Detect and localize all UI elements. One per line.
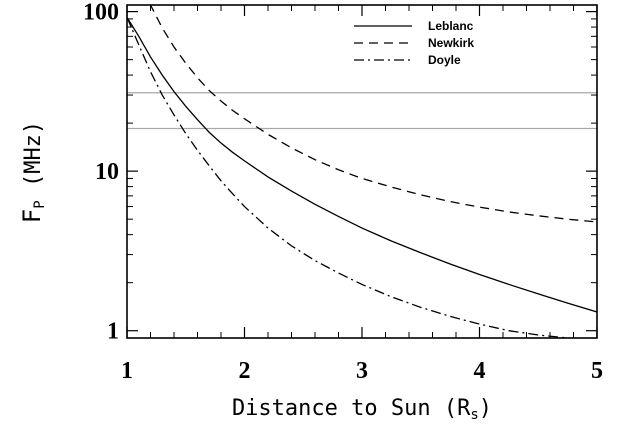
y-axis-label-sub: P — [32, 200, 48, 208]
x-axis-label-main: Distance to Sun (R — [232, 396, 471, 421]
x-axis-label-sub: s — [470, 407, 478, 423]
x-tick-label: 5 — [591, 358, 603, 384]
series-line-doyle — [127, 17, 576, 338]
y-axis-label: FP (MHz) — [18, 121, 48, 223]
y-axis-label-unit: (MHz) — [21, 121, 46, 200]
y-tick-label: 10 — [95, 159, 119, 185]
legend-label-newkirk: Newkirk — [428, 36, 474, 50]
series-group — [127, 5, 597, 338]
axis-ticks — [126, 5, 598, 338]
x-tick-label: 1 — [121, 358, 133, 384]
legend-label-doyle: Doyle — [428, 53, 461, 67]
legend-label-leblanc: Leblanc — [428, 19, 474, 33]
y-tick-label: 1 — [107, 319, 119, 345]
tick-labels: 1 2 3 4 5 1 10 100 — [83, 0, 603, 384]
x-tick-label: 3 — [356, 358, 368, 384]
x-tick-label: 4 — [474, 358, 486, 384]
x-tick-label: 2 — [239, 358, 251, 384]
y-tick-label: 100 — [83, 0, 119, 26]
series-line-newkirk — [149, 5, 597, 223]
plot-frame — [126, 4, 598, 339]
legend: Leblanc Newkirk Doyle — [354, 19, 474, 67]
y-axis-label-main: F — [18, 209, 46, 223]
series-line-leblanc — [127, 17, 597, 313]
x-axis-label-close: ) — [479, 396, 492, 421]
reference-lines — [127, 92, 597, 130]
x-axis-label: Distance to Sun (Rs) — [232, 396, 492, 423]
